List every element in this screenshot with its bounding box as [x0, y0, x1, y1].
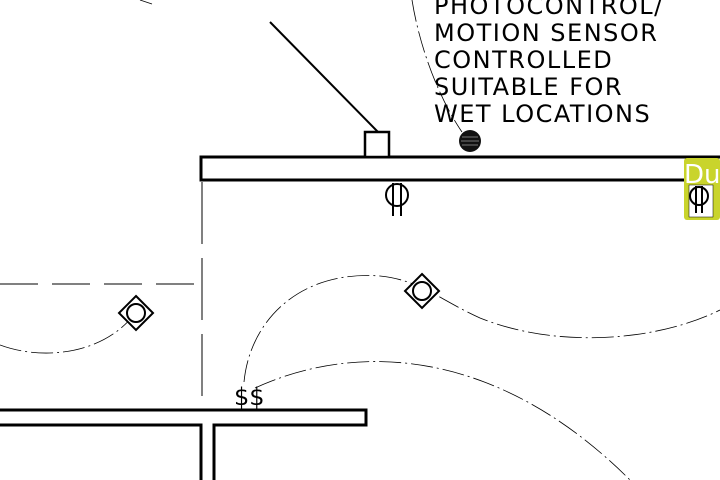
circuit-arc-bottom: [254, 361, 631, 480]
ceiling-light-icon: [403, 272, 441, 310]
upper-wall: [199, 155, 720, 182]
leader-line: [269, 21, 379, 133]
circuit-arc-topleft: [139, 0, 153, 5]
lower-wall-top: [0, 408, 368, 480]
receptacle-icon: [385, 183, 409, 216]
dashed-lines: [0, 182, 203, 408]
highlight-label: Du: [684, 160, 720, 190]
lower-wall-bottom: [0, 423, 203, 480]
circuit-arc-top: [243, 275, 720, 383]
note-line-2: MOTION SENSOR: [434, 19, 658, 47]
photocell-sensor-icon: [459, 130, 481, 152]
fixture-note: PHOTOCONTROL/ MOTION SENSOR CONTROLLED S…: [434, 0, 664, 128]
wall-fixture-box: [363, 130, 391, 159]
note-line-3: CONTROLLED: [434, 46, 613, 74]
highlighted-receptacle-icon: [689, 186, 709, 206]
switch-symbol: $$: [234, 383, 265, 411]
circuit-arc-note: [411, 0, 463, 133]
note-line-1: PHOTOCONTROL/: [434, 0, 664, 20]
note-line-5: WET LOCATIONS: [434, 100, 651, 128]
circuit-arc-left: [0, 315, 134, 354]
note-line-4: SUITABLE FOR: [434, 73, 623, 101]
highlighted-receptacle[interactable]: Du: [684, 158, 720, 220]
lower-walls: [0, 408, 368, 480]
ceiling-light-icon: [117, 294, 155, 332]
